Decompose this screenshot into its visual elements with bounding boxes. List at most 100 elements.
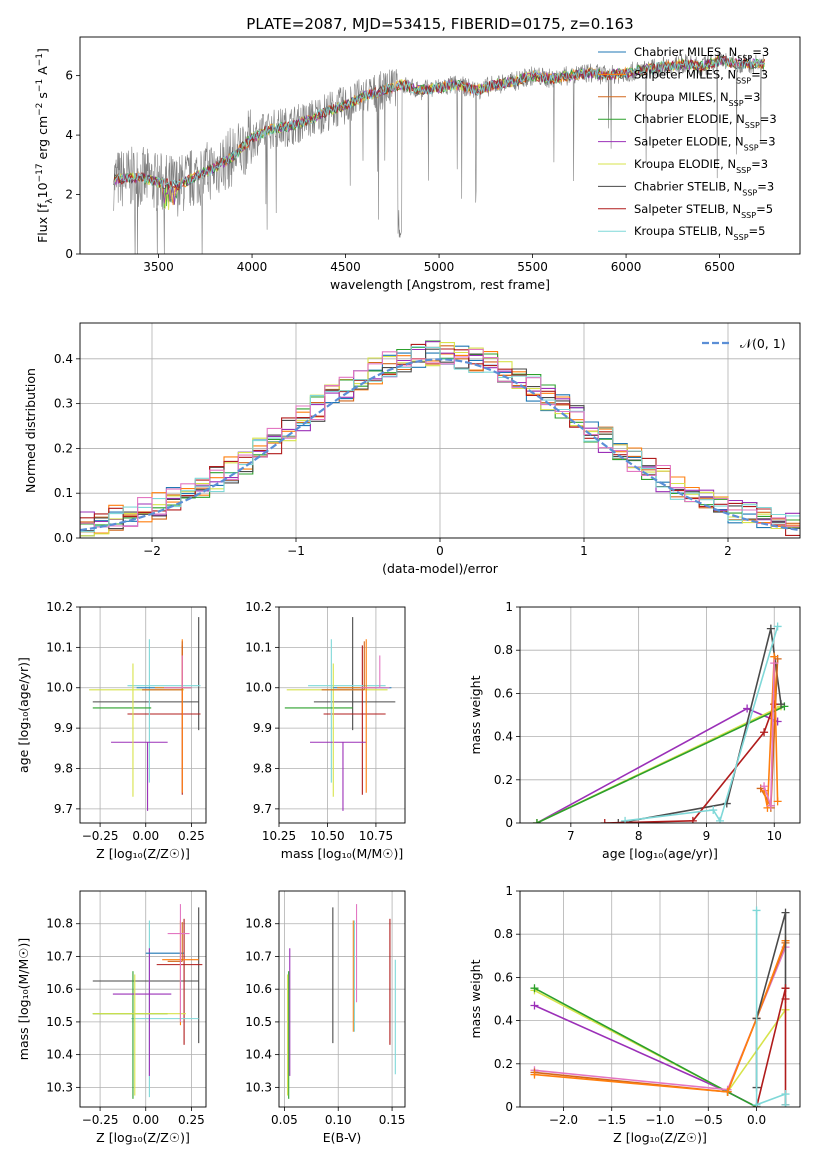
axes-frame (79, 322, 801, 539)
legend-sub: SSP (736, 166, 751, 175)
axes-frame (278, 606, 406, 824)
legend-label: Salpeter MILES, NSSP=3 (634, 67, 768, 85)
chart-spectrum: 3500 4000 4500 5000 5500 6000 6500 0 2 4 6 waveleng… (35, 36, 801, 292)
y-tick-label: 0 (505, 1100, 513, 1114)
y-tick-label: 0.2 (494, 773, 513, 787)
axes-frame (519, 606, 801, 824)
y-tick-label: 9.9 (54, 721, 73, 735)
x-axis-label: Z [log₁₀(Z/Z☉)] (96, 846, 190, 861)
y-tick-label: 0.3 (54, 397, 73, 411)
x-tick-label: 0.05 (271, 1113, 298, 1127)
weight-marker (766, 624, 775, 633)
y-tick-label: 1 (505, 600, 513, 614)
legend-n: =3 (757, 179, 774, 193)
y-tick-label: 10.6 (46, 982, 73, 996)
axes-frame (519, 890, 801, 1108)
legend-n: =3 (751, 67, 768, 81)
y-tick-label: 0.2 (494, 1057, 513, 1071)
y-tick-label: 0.6 (494, 970, 513, 984)
weight-line (755, 912, 787, 1088)
x-tick-label: 10.25 (262, 829, 296, 843)
chart-mass_vs_ebv: 0.05 0.10 0.15 10.3 10.4 10.5 10.6 10.7 10.8 E(B-… (245, 890, 406, 1145)
y-axis-label-part: Flux [f (35, 203, 50, 243)
y-tick-label: 10.7 (46, 949, 73, 963)
x-axis-label: Z [log₁₀(Z/Z☉)] (96, 1130, 190, 1145)
y-tick-label: 10.6 (245, 982, 272, 996)
chart-weight_vs_age: 7 8 9 10 0 0.2 0.4 0.6 0.8 1 age [log₁₀(age/yr)] ma… (468, 600, 801, 861)
y-axis-label-part: ] (35, 48, 50, 53)
legend-label: Salpeter ELODIE, NSSP=3 (634, 135, 776, 153)
y-tick-label: 0.4 (54, 352, 73, 366)
y-tick-label: 0.4 (494, 730, 513, 744)
y-tick-label: 0.4 (494, 1014, 513, 1028)
x-axis-label: mass [log₁₀(M/M☉)] (281, 846, 403, 861)
legend-label: Kroupa ELODIE, NSSP=3 (634, 157, 768, 175)
y-axis-label-part: −1 (35, 79, 45, 92)
axes-frame (79, 890, 207, 1108)
x-tick-label: 10.75 (359, 829, 393, 843)
x-axis-label: (data-model)/error (382, 561, 499, 576)
weight-line (618, 628, 782, 823)
weight-line (755, 910, 787, 1106)
y-tick-label: 10.4 (46, 1048, 73, 1062)
weight-line (625, 626, 779, 823)
axes-frame (278, 890, 406, 1108)
y-axis-label-part: −17 (35, 163, 45, 182)
weight-line (534, 940, 787, 1093)
weight-line (536, 705, 785, 823)
legend-n: =3 (751, 157, 768, 171)
weight-marker (743, 704, 752, 713)
weight-marker (709, 806, 718, 815)
x-tick-label: 2 (724, 544, 732, 558)
y-axis-label: mass weight (468, 675, 483, 754)
chart-mass_vs_Z: −0.25 0.00 0.25 10.3 10.4 10.5 10.6 10.7 10.8 Z [… (16, 890, 207, 1145)
weight-marker (530, 1070, 539, 1079)
y-tick-label: 10.7 (245, 949, 272, 963)
legend-n: =3 (760, 112, 777, 126)
plot-area (80, 891, 206, 1107)
y-axis-label-part: 10 (35, 182, 50, 198)
x-tick-label: 10 (767, 829, 782, 843)
x-tick-label: −2.0 (549, 1113, 578, 1127)
legend-n: =5 (749, 224, 766, 238)
y-tick-label: 0.8 (494, 643, 513, 657)
y-tick-label: 1 (505, 884, 513, 898)
y-tick-label: 10.2 (245, 600, 272, 614)
legend-sub: SSP (736, 76, 751, 85)
weight-marker (781, 984, 790, 993)
weight-marker (760, 728, 769, 737)
x-tick-label: 7 (567, 829, 575, 843)
x-tick-label: 1 (580, 544, 588, 558)
y-axis-label-part: s (35, 92, 50, 103)
weight-line (755, 988, 787, 1107)
y-tick-label: 9.8 (253, 761, 272, 775)
weight-marker (723, 1087, 732, 1096)
y-tick-label: 9.9 (253, 721, 272, 735)
y-tick-label: 10.1 (245, 640, 272, 654)
model-line (113, 56, 765, 191)
weight-marker (752, 1100, 761, 1107)
x-tick-label: −1.0 (645, 1113, 674, 1127)
x-tick-label: 0.00 (132, 829, 159, 843)
plot-area (80, 607, 206, 823)
chart-residuals: −2 −1 0 1 2 0.0 0.1 0.2 0.3 0.4 (data-model)/error… (23, 322, 801, 576)
x-tick-label: 0 (436, 544, 444, 558)
legend-text: Kroupa ELODIE, N (634, 157, 736, 171)
y-tick-label: 9.7 (253, 802, 272, 816)
x-tick-label: 0.25 (178, 1113, 205, 1127)
weight-marker (781, 1090, 790, 1099)
legend-sub: SSP (734, 233, 749, 242)
y-tick-label: 10.2 (46, 600, 73, 614)
legend-n: =5 (756, 202, 773, 216)
weight-marker (777, 700, 786, 709)
x-tick-label: 5500 (517, 260, 548, 274)
weight-marker (532, 819, 541, 823)
plot-area (279, 607, 405, 823)
chart-age_vs_Z: −0.25 0.00 0.25 9.7 9.8 9.9 10.0 10.1 10.2 Z [log… (16, 600, 207, 861)
x-tick-label: −1.5 (597, 1113, 626, 1127)
y-tick-label: 2 (65, 188, 73, 202)
weight-marker (773, 622, 782, 631)
legend-n: =3 (744, 90, 761, 104)
weight-marker (600, 819, 609, 823)
